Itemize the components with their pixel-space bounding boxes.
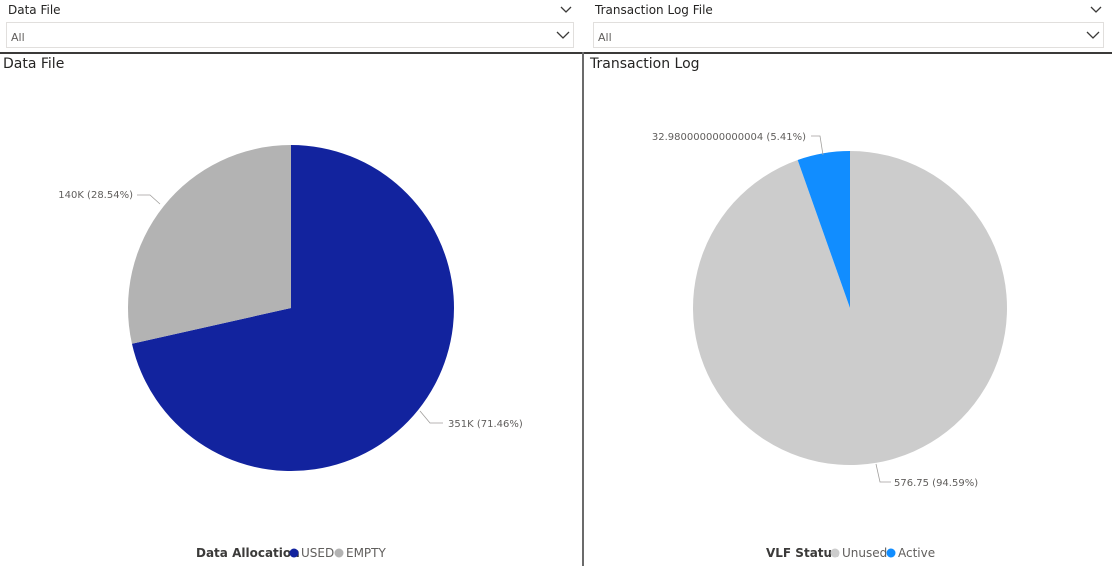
legend-marker-empty [334, 548, 344, 558]
pie-chart-1: 576.75 (94.59%) 32.980000000000004 (5.41%… [652, 132, 1007, 560]
divider [582, 52, 584, 566]
pie-slice-active[interactable] [797, 151, 850, 308]
panel-title-transaction-log: Transaction Log [590, 56, 700, 72]
chevron-down-icon [1086, 31, 1100, 39]
legend-item-active[interactable]: Active [898, 546, 935, 560]
leader-line [419, 410, 443, 424]
legend-title: VLF Status [766, 546, 839, 560]
data-label-empty: 140K (28.54%) [58, 190, 133, 201]
slicer-title: Transaction Log File [595, 3, 713, 17]
chevron-down-icon[interactable] [559, 2, 573, 16]
panel-title-data-file: Data File [3, 56, 65, 72]
pie-slice-used[interactable] [131, 145, 454, 471]
legend-item-empty[interactable]: EMPTY [346, 546, 387, 560]
legend-title: Data Allocation [196, 546, 300, 560]
legend-item-unused[interactable]: Unused [842, 546, 887, 560]
data-label-active: 32.980000000000004 (5.41%) [652, 132, 806, 143]
pie-slice-empty[interactable] [128, 145, 291, 344]
pie-chart-0: 351K (71.46%) 140K (28.54%) Data Allocatio… [58, 145, 523, 560]
data-label-used: 351K (71.46%) [448, 419, 523, 430]
divider [584, 52, 1112, 54]
leader-line [137, 194, 161, 205]
legend-item-used[interactable]: USED [301, 546, 334, 560]
leader-line [875, 463, 891, 483]
data-label-unused: 576.75 (94.59%) [894, 478, 978, 489]
chevron-down-icon [556, 31, 570, 39]
legend-marker-active [886, 548, 896, 558]
pie-slice-unused[interactable] [692, 151, 1007, 465]
slicer-transaction-log-file: Transaction Log File All [593, 0, 1106, 52]
slicer-data-file: Data File All [6, 0, 576, 52]
slicer-dropdown[interactable]: All [6, 22, 574, 48]
divider [0, 52, 582, 54]
slicer-selected-value: All [11, 31, 25, 44]
slicer-title: Data File [8, 3, 61, 17]
leader-line [811, 135, 824, 156]
slicer-dropdown[interactable]: All [593, 22, 1104, 48]
chevron-down-icon[interactable] [1089, 2, 1103, 16]
legend-marker-used [289, 548, 299, 558]
slicer-selected-value: All [598, 31, 612, 44]
legend-marker-unused [830, 548, 840, 558]
